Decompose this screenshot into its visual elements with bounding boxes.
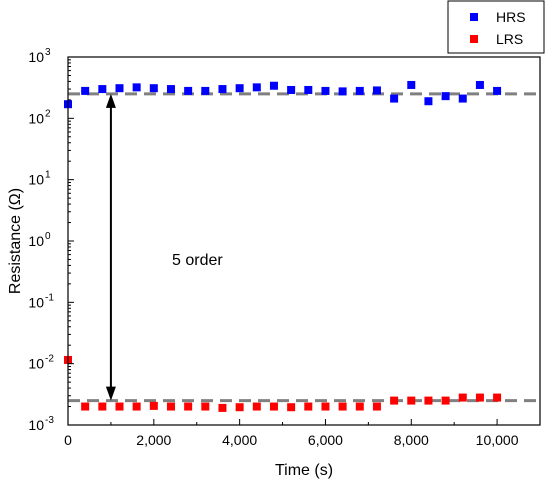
- y-tick-label: 10: [28, 110, 44, 126]
- y-tick-exponent: 2: [45, 108, 51, 119]
- marker-hrs: [115, 84, 124, 93]
- marker-lrs: [475, 393, 484, 402]
- y-tick-exponent: -2: [45, 354, 54, 365]
- marker-lrs: [424, 396, 433, 405]
- marker-lrs: [458, 393, 467, 402]
- marker-hrs: [458, 94, 467, 103]
- marker-lrs: [201, 402, 210, 411]
- x-axis-title: Time (s): [275, 462, 333, 479]
- marker-lrs: [115, 402, 124, 411]
- marker-lrs: [269, 402, 278, 411]
- marker-hrs: [98, 85, 107, 94]
- marker-hrs: [201, 86, 210, 95]
- marker-lrs: [321, 402, 330, 411]
- marker-hrs: [407, 80, 416, 89]
- data-markers: [64, 80, 502, 412]
- x-tick-label: 0: [64, 432, 72, 448]
- marker-lrs: [287, 403, 296, 412]
- marker-hrs: [287, 85, 296, 94]
- marker-hrs: [166, 85, 175, 94]
- marker-lrs: [441, 396, 450, 405]
- marker-hrs: [424, 97, 433, 106]
- marker-lrs: [132, 402, 141, 411]
- marker-hrs: [184, 86, 193, 95]
- x-tick-label: 6,000: [308, 432, 343, 448]
- marker-hrs: [132, 83, 141, 92]
- y-tick-label: 10: [28, 356, 44, 372]
- y-tick-exponent: 3: [45, 47, 51, 58]
- annotation-label: 5 order: [172, 252, 223, 269]
- marker-lrs: [304, 402, 313, 411]
- y-tick-exponent: -1: [45, 292, 54, 303]
- marker-hrs: [355, 86, 364, 95]
- marker-lrs: [184, 402, 193, 411]
- reference-lines: [68, 92, 540, 403]
- x-tick-label: 2,000: [136, 432, 171, 448]
- marker-hrs: [475, 80, 484, 89]
- y-axis-title: Resistance (Ω): [7, 188, 24, 294]
- arrow-head-down: [105, 386, 116, 401]
- marker-lrs: [218, 403, 227, 412]
- marker-lrs: [252, 402, 261, 411]
- marker-hrs: [321, 86, 330, 95]
- plot-frame: [67, 56, 541, 426]
- marker-hrs: [269, 81, 278, 90]
- marker-hrs: [441, 92, 450, 101]
- marker-lrs: [338, 402, 347, 411]
- legend-label-hrs: HRS: [496, 9, 526, 25]
- marker-hrs: [81, 86, 90, 95]
- order-arrow: [105, 93, 116, 401]
- x-tick-label: 8,000: [394, 432, 429, 448]
- x-tick-label: 4,000: [222, 432, 257, 448]
- legend-marker-lrs: [470, 35, 478, 43]
- arrow-head-up: [105, 93, 116, 108]
- y-tick-exponent: 0: [45, 231, 51, 242]
- y-tick-label: 10: [28, 294, 44, 310]
- legend-box: [447, 0, 545, 54]
- y-tick-exponent: -3: [45, 415, 54, 426]
- marker-hrs: [338, 87, 347, 96]
- marker-hrs: [252, 83, 261, 92]
- legend: HRS LRS: [447, 0, 545, 54]
- x-tick-label: 10,000: [476, 432, 519, 448]
- marker-lrs: [235, 403, 244, 412]
- y-tick-exponent: 1: [45, 170, 51, 181]
- marker-hrs: [493, 86, 502, 95]
- marker-hrs: [372, 86, 381, 95]
- marker-lrs: [407, 396, 416, 405]
- marker-hrs: [390, 94, 399, 103]
- marker-lrs: [81, 402, 90, 411]
- marker-lrs: [493, 393, 502, 402]
- x-axis-ticks: 0 2,000 4,000 6,000 8,000 10,000: [64, 419, 519, 448]
- legend-label-lrs: LRS: [496, 31, 523, 47]
- marker-lrs: [98, 402, 107, 411]
- legend-marker-hrs: [470, 13, 478, 21]
- y-tick-label: 10: [28, 172, 44, 188]
- marker-hrs: [235, 84, 244, 93]
- marker-hrs: [218, 85, 227, 94]
- marker-lrs: [166, 402, 175, 411]
- marker-lrs: [355, 402, 364, 411]
- y-tick-label: 10: [28, 49, 44, 65]
- marker-hrs: [304, 85, 313, 94]
- marker-hrs: [149, 84, 158, 93]
- marker-lrs: [372, 402, 381, 411]
- marker-lrs: [390, 396, 399, 405]
- marker-lrs: [149, 401, 158, 410]
- y-tick-label: 10: [28, 233, 44, 249]
- y-tick-label: 10: [28, 417, 44, 433]
